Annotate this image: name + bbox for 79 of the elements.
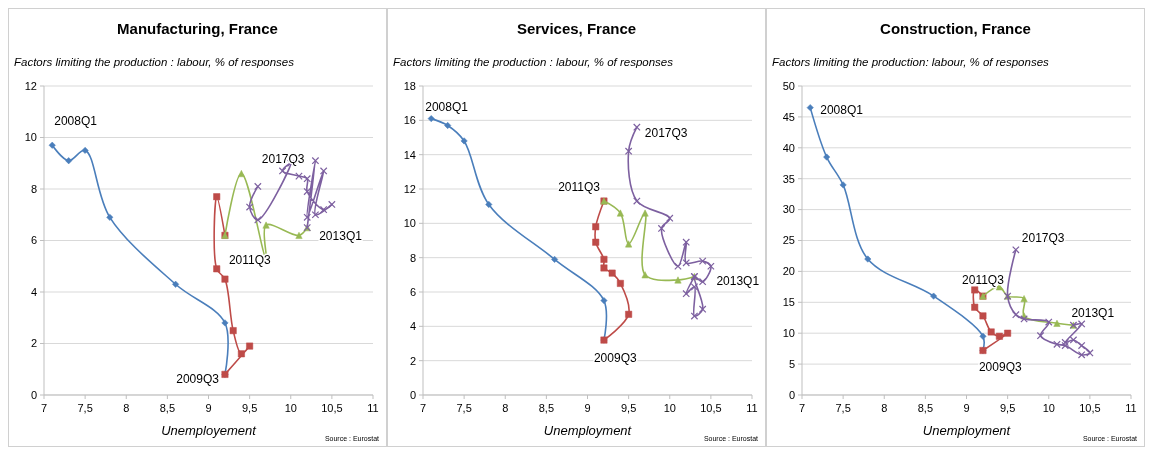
y-tick-label: 4 (409, 320, 416, 333)
annotation: 2011Q3 (558, 180, 601, 195)
x-tick-label: 8 (881, 402, 888, 414)
annotation: 2011Q3 (962, 273, 1005, 288)
x-tick-label: 11 (746, 402, 758, 414)
chart-title: Services, France (516, 20, 637, 37)
x-tick-label: 10 (663, 402, 676, 414)
x-tick-label: 7 (798, 402, 806, 414)
annotation: 2008Q1 (820, 102, 864, 117)
x-tick-label: 7,5 (835, 402, 851, 414)
x-tick-label: 8,5 (538, 402, 555, 414)
y-tick-label: 40 (782, 141, 795, 154)
y-tick-label: 2 (409, 354, 416, 367)
y-tick-label: 10 (24, 131, 37, 144)
annotation: 2013Q1 (716, 273, 760, 288)
y-tick-label: 35 (782, 172, 795, 185)
y-tick-label: 10 (782, 327, 795, 340)
y-tick-label: 2 (30, 337, 37, 350)
x-axis-title: Unemployment (922, 423, 1012, 438)
y-tick-label: 12 (24, 79, 37, 92)
y-tick-label: 0 (788, 388, 795, 401)
chart-subtitle: Factors limiting the production : labour, % of responses (14, 56, 295, 68)
annotation: 2017Q3 (644, 126, 688, 141)
y-tick-label: 14 (403, 148, 416, 161)
annotation: 2008Q1 (54, 114, 98, 129)
y-tick-label: 12 (403, 182, 416, 195)
y-tick-label: 4 (30, 285, 37, 298)
annotation: 2013Q1 (1071, 306, 1115, 321)
annotation: 2009Q3 (593, 351, 637, 366)
x-tick-label: 10,5 (700, 402, 722, 414)
y-tick-label: 0 (30, 388, 37, 401)
y-tick-label: 15 (782, 296, 795, 309)
x-tick-label: 10,5 (1079, 402, 1101, 414)
x-tick-label: 9 (963, 402, 970, 414)
x-tick-label: 9 (205, 402, 212, 414)
annotation: 2017Q3 (261, 151, 305, 166)
annotation: 2013Q1 (319, 228, 363, 243)
y-tick-label: 18 (403, 79, 416, 92)
chart-subtitle: Factors limiting the production: labour, % of responses (772, 56, 1050, 68)
x-tick-label: 8 (502, 402, 509, 414)
x-tick-label: 10 (284, 402, 297, 414)
y-tick-label: 45 (782, 110, 795, 123)
y-tick-label: 6 (30, 234, 37, 247)
x-tick-label: 10,5 (321, 402, 343, 414)
annotation: 2011Q3 (228, 252, 272, 267)
annotation: 2017Q3 (1021, 230, 1065, 245)
y-tick-label: 16 (403, 114, 416, 127)
y-tick-label: 8 (30, 182, 37, 195)
chart-title: Manufacturing, France (117, 20, 278, 37)
y-tick-label: 6 (409, 285, 416, 298)
x-tick-label: 9 (584, 402, 591, 414)
x-tick-label: 9,5 (620, 402, 637, 414)
y-tick-label: 0 (409, 388, 416, 401)
annotation: 2009Q3 (978, 359, 1022, 374)
y-tick-label: 8 (409, 251, 416, 264)
x-tick-label: 10 (1042, 402, 1055, 414)
y-tick-label: 10 (403, 217, 416, 230)
x-tick-label: 8 (123, 402, 130, 414)
x-tick-label: 8,5 (917, 402, 934, 414)
x-tick-label: 7 (419, 402, 427, 414)
annotation: 2009Q3 (176, 371, 220, 386)
y-tick-label: 50 (782, 79, 795, 92)
y-tick-label: 30 (782, 203, 795, 216)
x-axis-title: Unemployement (161, 423, 258, 438)
y-tick-label: 5 (788, 357, 795, 370)
x-tick-label: 11 (367, 402, 379, 414)
x-tick-label: 7,5 (456, 402, 472, 414)
x-tick-label: 8,5 (159, 402, 176, 414)
y-tick-label: 25 (782, 234, 795, 247)
annotation: 2008Q1 (425, 99, 469, 114)
x-tick-label: 9,5 (999, 402, 1016, 414)
chart-title: Construction, France (880, 20, 1031, 37)
x-tick-label: 9,5 (241, 402, 258, 414)
y-tick-label: 20 (782, 265, 795, 278)
x-tick-label: 11 (1125, 402, 1137, 414)
x-tick-label: 7 (40, 402, 48, 414)
x-tick-label: 7,5 (77, 402, 93, 414)
chart-subtitle: Factors limiting the production : labour, % of responses (393, 56, 674, 68)
x-axis-title: Unemployment (543, 423, 633, 438)
